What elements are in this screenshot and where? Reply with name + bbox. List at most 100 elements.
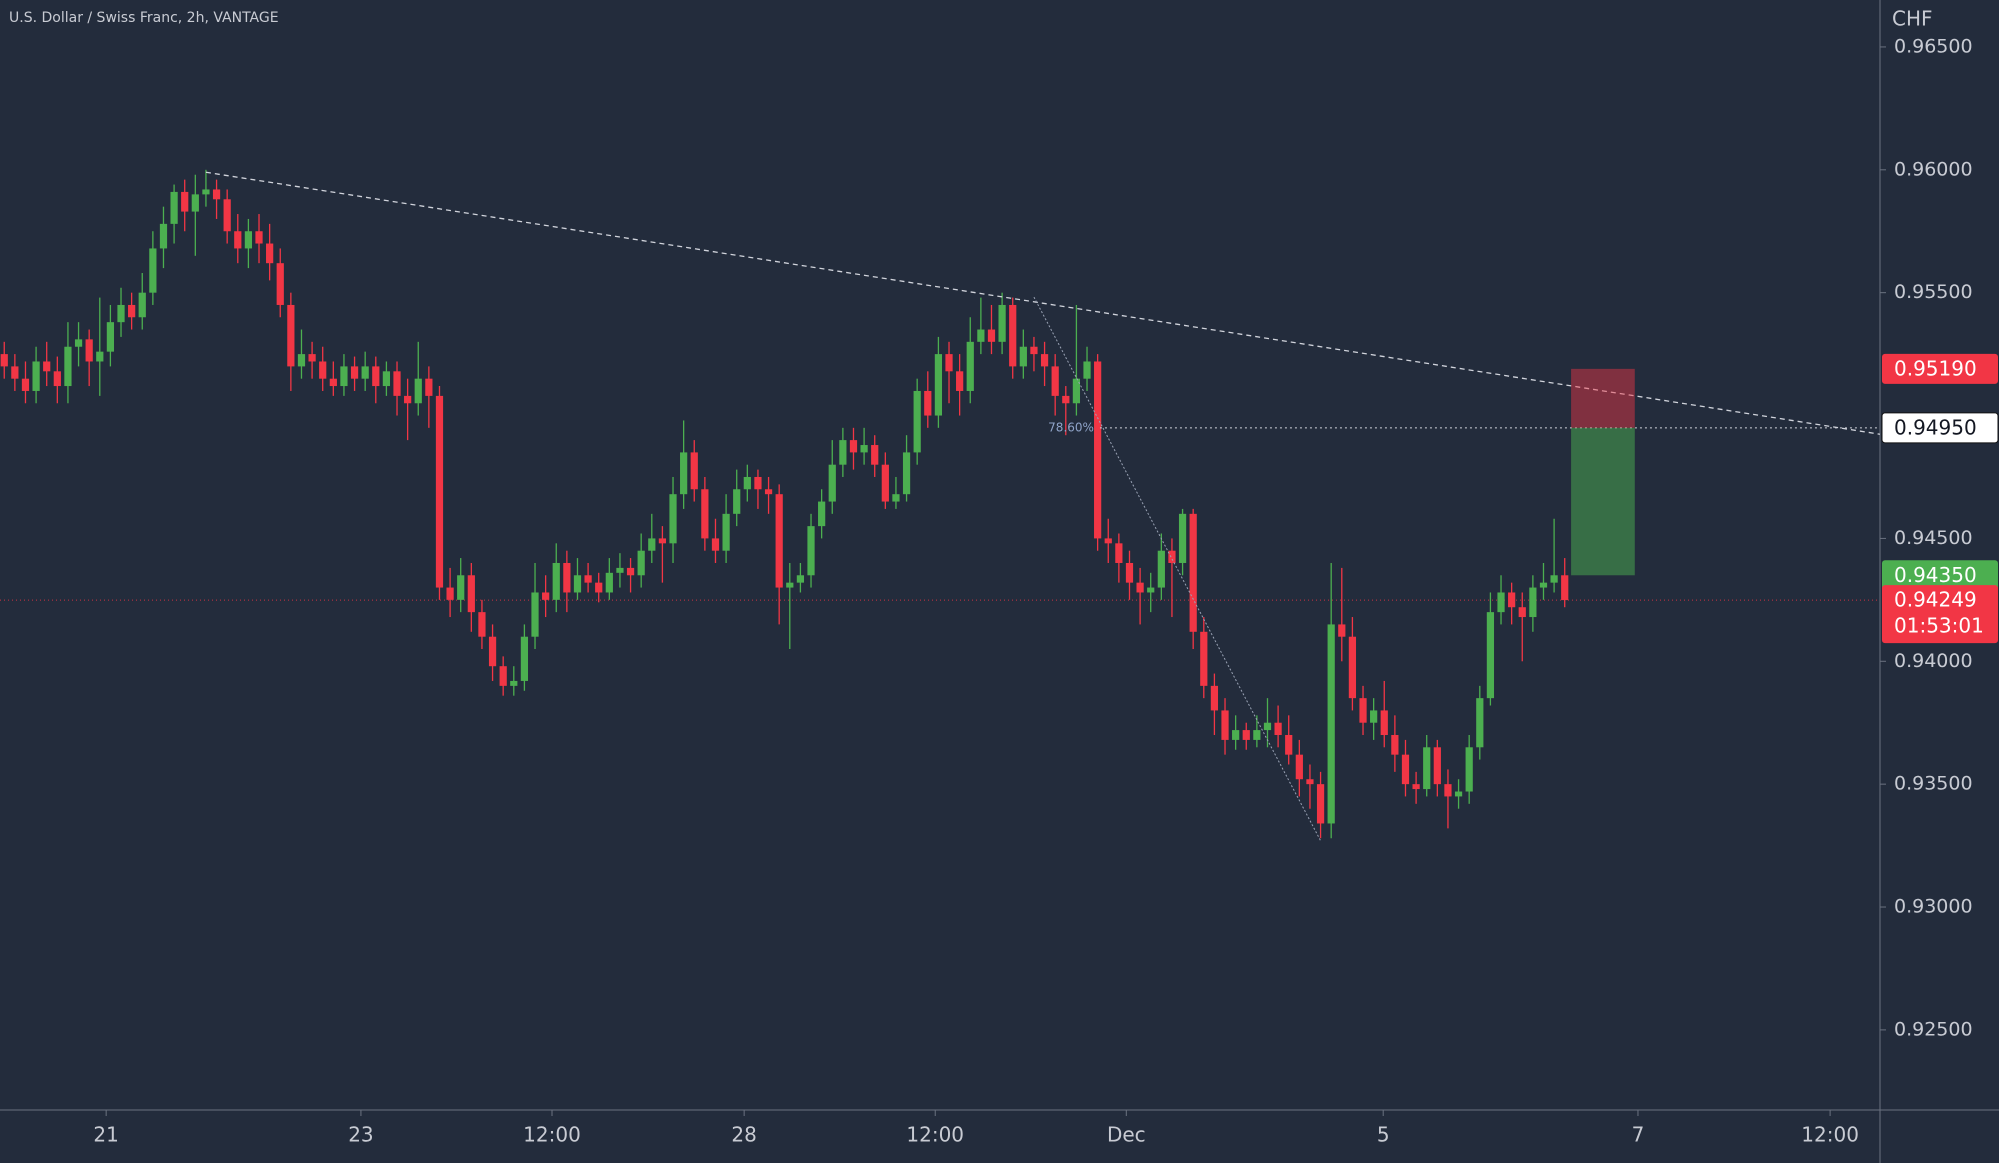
candle-body — [1104, 538, 1112, 544]
y-tick-label: 0.94500 — [1894, 527, 1973, 549]
trendline — [205, 171, 1881, 435]
candle-body — [234, 231, 242, 249]
candle-body — [0, 354, 8, 367]
x-tick-label: 7 — [1632, 1123, 1645, 1147]
candle-body — [860, 445, 868, 453]
candle-body — [626, 567, 635, 576]
candle-body — [1295, 754, 1303, 780]
candle-body — [1136, 582, 1144, 593]
axis-unit: CHF — [1892, 7, 1933, 31]
x-tick-label: 12:00 — [523, 1123, 581, 1147]
candle-body — [669, 494, 677, 544]
candle-body — [1348, 636, 1357, 699]
candle-body — [1242, 730, 1250, 740]
candle-body — [1009, 304, 1017, 367]
last-price-label: 0.94249 — [1894, 588, 1977, 612]
candle-body — [1486, 612, 1495, 699]
candle-body — [212, 189, 221, 200]
candle-body — [1125, 562, 1134, 583]
candle-body — [1359, 698, 1367, 723]
candle-body — [361, 366, 369, 379]
candle-body — [1115, 543, 1123, 563]
candle-body — [839, 440, 847, 465]
candle-body — [64, 346, 72, 387]
candle-body — [701, 489, 709, 539]
y-tick-label: 0.96500 — [1894, 35, 1973, 57]
candle-body — [425, 378, 433, 396]
candle-body — [393, 371, 401, 396]
candle-body — [1508, 592, 1516, 608]
candle-body — [276, 263, 284, 305]
candle-body — [1327, 624, 1335, 824]
price-label: 0.94950 — [1894, 415, 1977, 439]
price-label: 0.94350 — [1894, 563, 1977, 587]
candle-body — [690, 452, 698, 490]
candle-body — [414, 378, 422, 404]
candle-body — [542, 592, 550, 600]
candle-body — [446, 587, 454, 600]
candle-body — [159, 223, 168, 249]
candle-body — [722, 513, 730, 551]
x-tick-label: 12:00 — [1801, 1123, 1859, 1147]
candle-body — [595, 582, 603, 593]
candle-body — [1147, 587, 1155, 593]
candle-body — [552, 562, 560, 600]
candle-body — [1476, 698, 1484, 748]
candle-body — [202, 189, 210, 195]
candle-body — [977, 329, 985, 342]
candle-body — [467, 575, 475, 613]
candle-body — [711, 538, 720, 551]
candle-body — [966, 341, 974, 391]
x-tick-label: Dec — [1107, 1123, 1146, 1147]
candle-body — [1465, 747, 1473, 792]
candle-body — [807, 526, 815, 576]
candle-body — [435, 395, 444, 588]
candle-body — [117, 304, 125, 323]
candle-body — [1391, 735, 1399, 755]
candle-body — [902, 452, 911, 495]
candle-body — [350, 366, 359, 379]
y-tick-label: 0.94000 — [1894, 650, 1973, 672]
candle-body — [786, 582, 794, 588]
candle-body — [1189, 513, 1197, 632]
candle-body — [128, 304, 136, 318]
candle-body — [106, 322, 115, 352]
candle-body — [1550, 575, 1558, 583]
price-label-box — [1882, 353, 1998, 384]
x-tick-label: 5 — [1377, 1123, 1390, 1147]
candle-body — [478, 612, 486, 637]
candle-body — [191, 194, 199, 212]
candle-body — [297, 354, 306, 367]
candle-body — [1221, 710, 1229, 740]
candle-body — [1019, 346, 1027, 367]
candle-body — [764, 489, 773, 495]
candle-body — [924, 390, 932, 416]
candle-body — [733, 489, 741, 514]
candle-body — [1454, 791, 1463, 797]
x-tick-label: 21 — [93, 1123, 118, 1147]
candle-body — [796, 575, 805, 583]
x-tick-label: 28 — [731, 1123, 756, 1147]
x-tick-label: 12:00 — [906, 1123, 964, 1147]
candle-body — [1030, 346, 1038, 355]
candle-body — [934, 354, 943, 416]
candle-body — [1072, 378, 1081, 404]
candle-body — [945, 354, 953, 372]
candle-body — [457, 575, 465, 600]
candle-body — [149, 248, 157, 293]
candle-body — [138, 292, 146, 318]
candle-body — [1210, 685, 1219, 711]
candle-body — [828, 464, 836, 502]
candle-body — [1561, 575, 1569, 601]
candle-body — [382, 371, 391, 387]
candle-body — [404, 395, 412, 404]
candle-body — [1083, 361, 1091, 379]
candle-body — [743, 476, 751, 490]
candle-body — [775, 494, 783, 588]
candle-body — [987, 329, 996, 342]
candle-body — [1094, 361, 1102, 539]
candle-body — [1168, 550, 1176, 563]
candle-body — [1051, 366, 1059, 396]
candle-body — [913, 390, 921, 453]
candle-body — [616, 567, 624, 573]
